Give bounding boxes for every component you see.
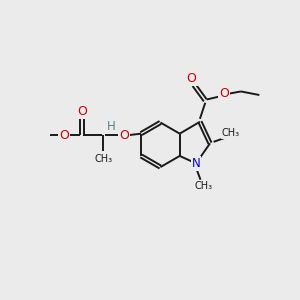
Text: CH₃: CH₃ [222, 128, 240, 138]
Text: H: H [107, 120, 116, 133]
Text: O: O [119, 129, 129, 142]
Text: O: O [77, 105, 87, 118]
Text: O: O [187, 72, 196, 85]
Text: N: N [192, 157, 200, 170]
Text: O: O [59, 129, 69, 142]
Text: CH₃: CH₃ [94, 154, 112, 164]
Text: O: O [219, 87, 229, 100]
Text: CH₃: CH₃ [194, 181, 212, 191]
